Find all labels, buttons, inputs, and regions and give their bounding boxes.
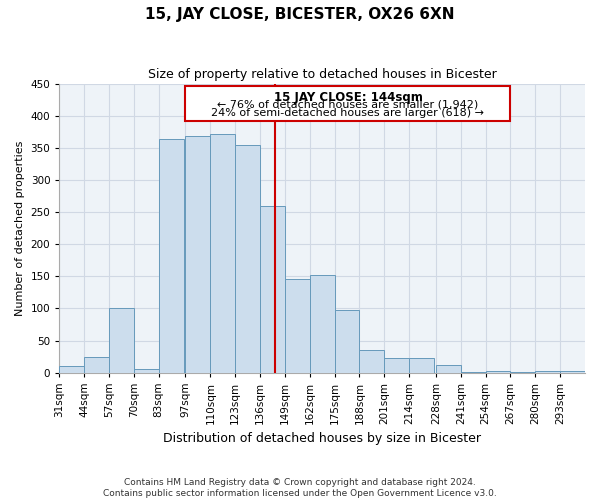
Text: ← 76% of detached houses are smaller (1,942): ← 76% of detached houses are smaller (1,… [217,100,479,110]
Bar [134,370,159,372]
Bar [335,310,359,372]
Text: Contains HM Land Registry data © Crown copyright and database right 2024.
Contai: Contains HM Land Registry data © Crown c… [103,478,497,498]
Bar [359,350,384,372]
Bar [59,366,84,372]
Bar [485,371,511,372]
Bar [436,366,461,372]
Text: 15, JAY CLOSE, BICESTER, OX26 6XN: 15, JAY CLOSE, BICESTER, OX26 6XN [145,8,455,22]
Text: 24% of semi-detached houses are larger (618) →: 24% of semi-detached houses are larger (… [211,108,484,118]
Bar [384,358,409,372]
Bar [409,358,434,372]
Y-axis label: Number of detached properties: Number of detached properties [15,141,25,316]
Bar [535,371,560,372]
Bar [560,371,585,372]
Bar [310,275,335,372]
Bar [84,356,109,372]
Text: 15 JAY CLOSE: 144sqm: 15 JAY CLOSE: 144sqm [274,91,422,104]
X-axis label: Distribution of detached houses by size in Bicester: Distribution of detached houses by size … [163,432,481,445]
Bar [211,134,235,372]
Title: Size of property relative to detached houses in Bicester: Size of property relative to detached ho… [148,68,497,80]
Bar [235,146,260,372]
Bar [159,139,184,372]
FancyBboxPatch shape [185,86,511,121]
Bar [109,308,134,372]
Bar [285,279,310,372]
Bar [260,206,285,372]
Bar [185,136,211,372]
